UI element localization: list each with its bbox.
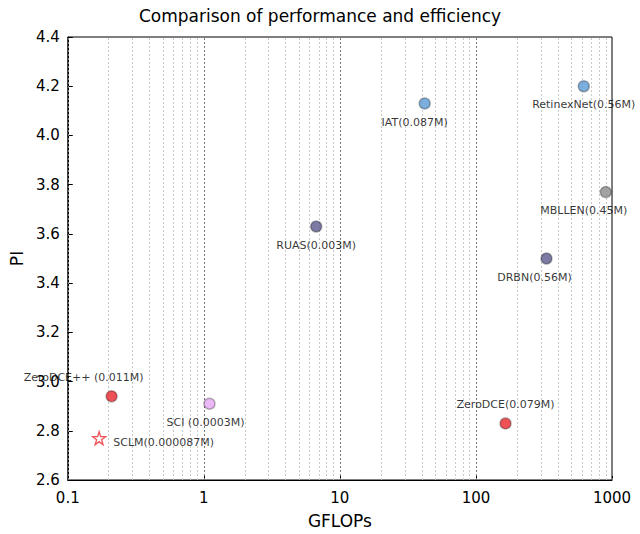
svg-text:10: 10 <box>330 489 349 507</box>
svg-text:SCI (0.0003M): SCI (0.0003M) <box>166 416 244 429</box>
svg-text:PI: PI <box>7 251 27 266</box>
svg-text:4.4: 4.4 <box>36 28 60 46</box>
svg-text:ZeroDCE(0.079M): ZeroDCE(0.079M) <box>457 398 555 411</box>
svg-text:2.8: 2.8 <box>36 422 60 440</box>
svg-text:3.4: 3.4 <box>36 274 60 292</box>
svg-text:3.2: 3.2 <box>36 323 60 341</box>
svg-text:RetinexNet(0.56M): RetinexNet(0.56M) <box>532 98 635 111</box>
svg-text:DRBN(0.56M): DRBN(0.56M) <box>497 271 571 284</box>
svg-text:4.0: 4.0 <box>36 126 60 144</box>
svg-text:2.6: 2.6 <box>36 471 60 489</box>
svg-text:100: 100 <box>462 489 491 507</box>
svg-text:Comparison of performance and: Comparison of performance and efficiency <box>139 6 501 26</box>
svg-text:0.1: 0.1 <box>56 489 80 507</box>
svg-text:RUAS(0.003M): RUAS(0.003M) <box>276 239 356 252</box>
svg-text:4.2: 4.2 <box>36 77 60 95</box>
svg-text:1000: 1000 <box>593 489 631 507</box>
svg-text:MBLLEN(0.45M): MBLLEN(0.45M) <box>540 204 627 217</box>
svg-text:3.6: 3.6 <box>36 225 60 243</box>
svg-text:GFLOPs: GFLOPs <box>308 511 372 531</box>
svg-text:1: 1 <box>199 489 209 507</box>
svg-text:3.8: 3.8 <box>36 176 60 194</box>
svg-text:ZeroDCE++ (0.011M): ZeroDCE++ (0.011M) <box>24 371 144 384</box>
svg-text:SCLM(0.000087M): SCLM(0.000087M) <box>113 436 214 449</box>
svg-text:IAT(0.087M): IAT(0.087M) <box>382 116 448 129</box>
